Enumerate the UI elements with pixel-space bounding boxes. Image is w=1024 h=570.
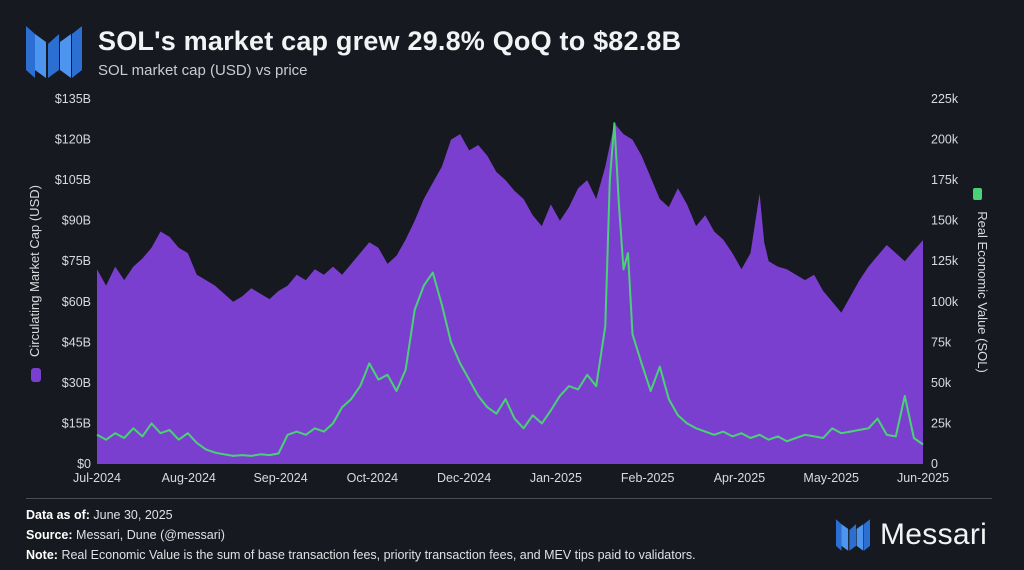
market-cap-area	[97, 123, 923, 465]
x-tick-label: Oct-2024	[347, 471, 398, 485]
note-line: Note: Real Economic Value is the sum of …	[26, 548, 696, 562]
y-left-tick-label: $45B	[62, 335, 91, 349]
chart-subtitle: SOL market cap (USD) vs price	[98, 62, 308, 79]
brand-logo: Messari	[836, 518, 987, 552]
x-tick-label: Feb-2025	[621, 471, 675, 485]
y-right-tick-label: 25k	[931, 416, 952, 430]
y-left-tick-label: $75B	[62, 254, 91, 268]
y-right-axis-title: Real Economic Value (SOL)	[975, 211, 990, 373]
x-tick-label: Jan-2025	[530, 471, 582, 485]
y-left-tick-label: $30B	[62, 376, 91, 390]
y-left-tick-label: $120B	[55, 133, 91, 147]
y-right-tick-label: 175k	[931, 173, 959, 187]
y-right-tick-label: 200k	[931, 133, 959, 147]
rev-legend-swatch	[973, 188, 982, 200]
x-tick-label: Dec-2024	[437, 471, 491, 485]
source-line: Source: Messari, Dune (@messari)	[26, 528, 225, 542]
chart-area: $0 $15B $30B $45B $60B $75B $90B $105B $120B $135…	[27, 92, 990, 485]
footer-divider	[26, 498, 992, 499]
brand-name: Messari	[880, 518, 988, 551]
messari-logo-icon	[26, 26, 82, 78]
y-right-tick-label: 0	[931, 457, 938, 471]
y-left-axis-title: Circulating Market Cap (USD)	[27, 185, 42, 357]
y-left-tick-label: $0	[77, 457, 91, 471]
x-tick-label: Aug-2024	[162, 471, 216, 485]
y-left-tick-label: $15B	[62, 416, 91, 430]
y-left-tick-label: $60B	[62, 295, 91, 309]
rev-line	[96, 122, 924, 457]
x-tick-label: Sep-2024	[253, 471, 307, 485]
x-tick-label: Apr-2025	[714, 471, 765, 485]
x-tick-label: Jun-2025	[897, 471, 949, 485]
y-left-tick-label: $90B	[62, 214, 91, 228]
messari-brand-icon	[836, 519, 870, 551]
data-as-of: Data as of: June 30, 2025	[26, 508, 173, 522]
y-right-tick-label: 125k	[931, 254, 959, 268]
y-right-tick-label: 150k	[931, 214, 959, 228]
chart-title: SOL's market cap grew 29.8% QoQ to $82.8…	[98, 26, 682, 56]
market-cap-legend-swatch	[31, 368, 41, 382]
y-right-tick-label: 225k	[931, 92, 959, 106]
y-left-tick-label: $135B	[55, 92, 91, 106]
y-right-tick-label: 75k	[931, 335, 952, 349]
y-left-tick-label: $105B	[55, 173, 91, 187]
y-right-tick-label: 50k	[931, 376, 952, 390]
x-tick-label: May-2025	[803, 471, 859, 485]
x-tick-label: Jul-2024	[73, 471, 121, 485]
y-right-tick-label: 100k	[931, 295, 959, 309]
